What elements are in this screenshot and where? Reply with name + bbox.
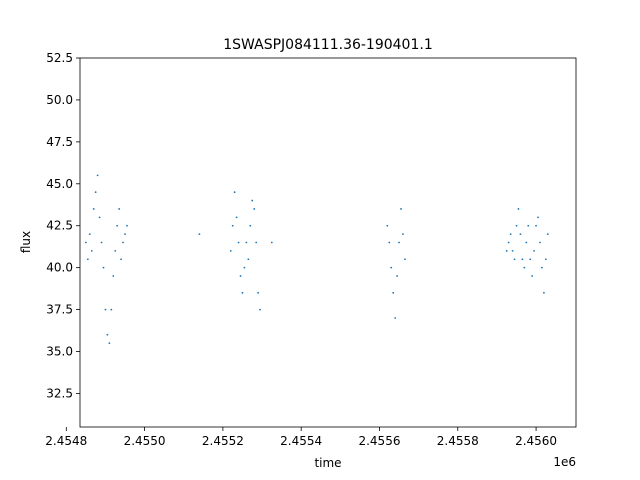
data-point xyxy=(404,258,406,261)
data-point xyxy=(505,249,508,252)
data-point xyxy=(257,291,260,294)
data-point xyxy=(247,258,250,261)
data-point xyxy=(122,241,124,244)
data-point xyxy=(535,224,537,227)
chart-title: 1SWASPJ084111.36-190401.1 xyxy=(223,37,432,53)
data-point xyxy=(400,208,402,210)
data-point xyxy=(94,191,97,194)
y-tick-label: 37.5 xyxy=(46,303,73,317)
data-point xyxy=(239,275,242,277)
data-point xyxy=(517,208,520,210)
data-point xyxy=(537,216,539,219)
data-point xyxy=(124,233,126,236)
data-point xyxy=(126,224,128,227)
y-tick-label: 50.0 xyxy=(46,93,73,107)
data-point xyxy=(539,241,541,244)
data-point xyxy=(398,241,400,244)
x-offset-label: 1e6 xyxy=(553,455,576,469)
data-point xyxy=(237,241,240,244)
data-point xyxy=(110,308,113,311)
data-point xyxy=(533,249,536,252)
plot-frame xyxy=(79,57,577,428)
x-tick-label: 2.4556 xyxy=(358,434,400,448)
data-point xyxy=(394,317,397,319)
data-point xyxy=(529,258,532,261)
data-point xyxy=(108,342,111,345)
data-point xyxy=(88,233,91,236)
x-axis-label: time xyxy=(314,456,341,470)
data-point xyxy=(390,266,393,269)
data-point xyxy=(541,266,543,269)
y-axis-label: flux xyxy=(19,231,33,253)
data-point xyxy=(525,241,528,244)
data-point xyxy=(531,275,534,277)
data-point xyxy=(118,208,121,210)
y-tick-label: 42.5 xyxy=(46,219,73,233)
x-tick-label: 2.4548 xyxy=(45,434,87,448)
data-point xyxy=(259,308,261,311)
x-tick-label: 2.4550 xyxy=(124,434,166,448)
data-point xyxy=(241,291,244,294)
data-point xyxy=(251,199,254,202)
data-point xyxy=(116,224,119,227)
y-tick-label: 47.5 xyxy=(46,135,73,149)
data-point xyxy=(98,216,101,219)
x-tick-label: 2.4552 xyxy=(202,434,244,448)
data-point xyxy=(527,224,530,227)
data-point xyxy=(249,224,252,227)
data-point xyxy=(235,216,238,219)
data-point xyxy=(120,258,122,261)
y-tick-label: 40.0 xyxy=(46,261,73,275)
data-point xyxy=(523,266,526,269)
data-point xyxy=(102,266,105,269)
data-point xyxy=(392,291,395,294)
data-point xyxy=(229,249,232,252)
data-point xyxy=(245,241,248,244)
y-tick-label: 32.5 xyxy=(46,386,73,400)
data-point xyxy=(402,233,404,236)
data-point xyxy=(507,241,510,244)
data-point xyxy=(515,224,518,227)
data-point xyxy=(386,224,389,227)
data-point xyxy=(270,241,273,244)
data-point xyxy=(92,208,95,210)
data-point xyxy=(396,275,398,277)
data-point xyxy=(104,308,107,311)
data-point xyxy=(231,224,234,227)
data-point xyxy=(546,233,549,236)
data-points xyxy=(84,174,549,345)
data-point xyxy=(100,241,103,244)
x-tick-label: 2.4558 xyxy=(437,434,479,448)
data-point xyxy=(513,258,516,261)
y-tick-label: 52.5 xyxy=(46,51,73,65)
data-point xyxy=(521,258,524,261)
data-point xyxy=(255,241,258,244)
data-point xyxy=(544,258,547,261)
data-point xyxy=(86,258,89,261)
y-tick-label: 35.0 xyxy=(46,345,73,359)
y-tick-label: 45.0 xyxy=(46,177,73,191)
data-point xyxy=(84,241,87,244)
data-point xyxy=(90,249,93,252)
x-axis: 2.4548 2.4550 2.4552 2.4554 2.4556 2.4558 2.45… xyxy=(45,427,557,448)
data-point xyxy=(233,191,236,194)
y-axis: 32.5 35.0 37.5 40.0 42.5 45.0 47.5 50.0 52.5 xyxy=(46,51,80,400)
data-point xyxy=(519,233,522,236)
data-point xyxy=(543,291,545,294)
data-point xyxy=(114,249,117,252)
data-point xyxy=(243,266,246,269)
data-point xyxy=(96,174,99,177)
data-point xyxy=(509,233,512,236)
data-point xyxy=(511,249,514,252)
data-point xyxy=(112,275,115,277)
data-point xyxy=(106,333,109,336)
data-point xyxy=(388,241,391,244)
x-tick-label: 2.4560 xyxy=(515,434,557,448)
data-point xyxy=(253,208,256,210)
data-point xyxy=(198,233,201,236)
x-tick-label: 2.4554 xyxy=(280,434,322,448)
